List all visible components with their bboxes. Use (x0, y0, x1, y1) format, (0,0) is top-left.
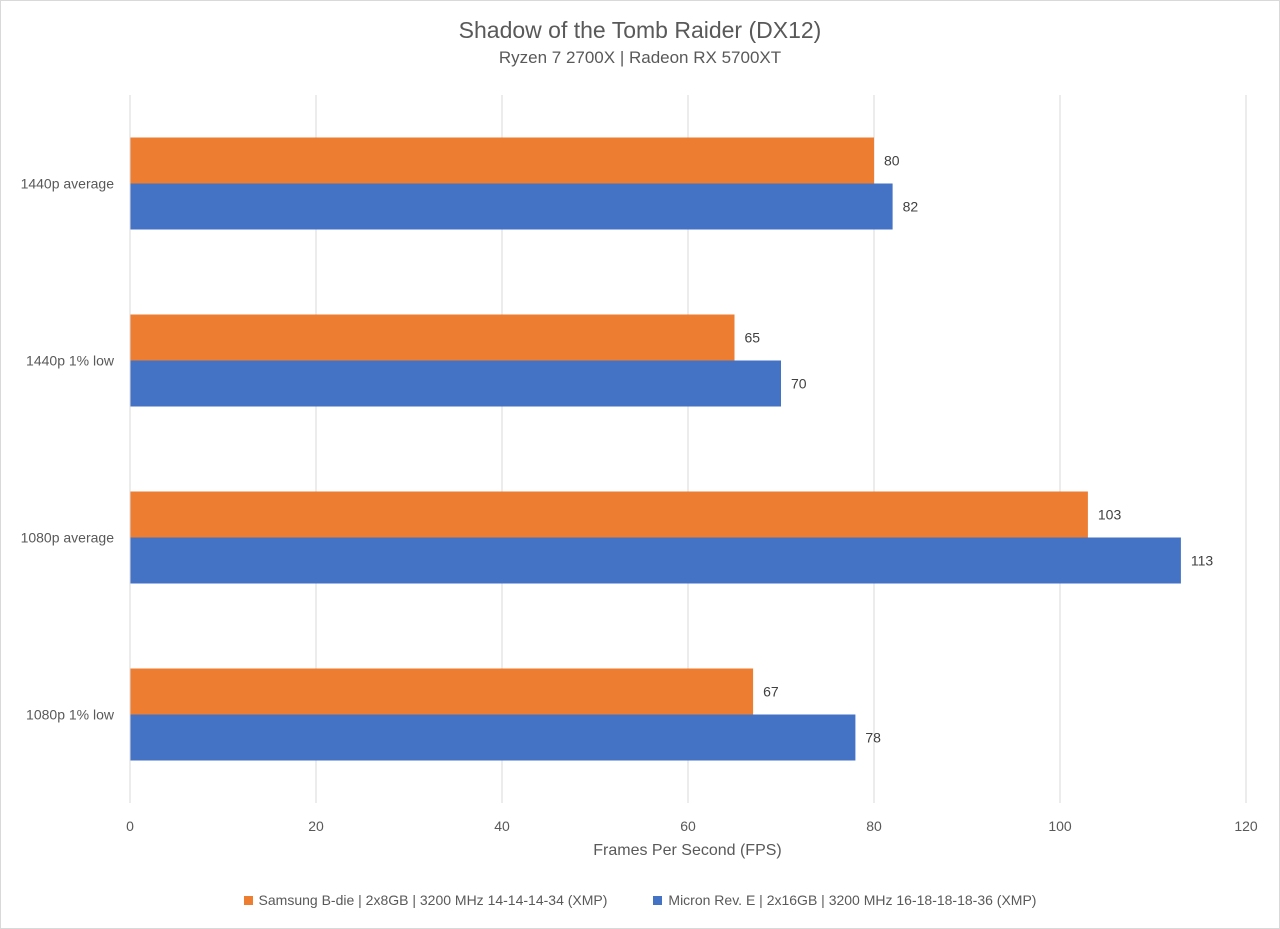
x-tick-label: 20 (308, 818, 324, 834)
y-category-label: 1440p 1% low (26, 353, 115, 369)
bar-samsung (130, 668, 754, 715)
bar-samsung (130, 137, 874, 184)
x-tick-label: 100 (1048, 818, 1072, 834)
data-label: 67 (763, 684, 779, 700)
data-label: 82 (903, 199, 919, 215)
legend-label-micron: Micron Rev. E | 2x16GB | 3200 MHz 16-18-… (668, 892, 1037, 908)
data-label: 78 (865, 730, 881, 746)
x-tick-label: 0 (126, 818, 134, 834)
x-axis-title: Frames Per Second (FPS) (593, 842, 782, 859)
legend-item-samsung: Samsung B-die | 2x8GB | 3200 MHz 14-14-1… (243, 892, 608, 908)
x-tick-label: 120 (1234, 818, 1258, 834)
bar-micron (130, 537, 1181, 584)
chart-title: Shadow of the Tomb Raider (DX12) (458, 17, 822, 43)
y-category-label: 1440p average (21, 176, 115, 192)
legend-swatch-samsung (243, 895, 253, 905)
bar-micron (130, 183, 893, 230)
legend-swatch-micron (653, 895, 663, 905)
bar-samsung (130, 491, 1088, 538)
bar-samsung (130, 314, 735, 361)
y-category-label: 1080p 1% low (26, 707, 115, 723)
x-tick-label: 60 (680, 818, 696, 834)
data-label: 65 (745, 330, 761, 346)
data-label: 80 (884, 153, 900, 169)
legend: Samsung B-die | 2x8GB | 3200 MHz 14-14-1… (0, 892, 1280, 908)
y-category-label: 1080p average (21, 530, 115, 546)
legend-item-micron: Micron Rev. E | 2x16GB | 3200 MHz 16-18-… (653, 892, 1036, 908)
x-tick-label: 40 (494, 818, 510, 834)
data-label: 113 (1191, 553, 1214, 569)
bar-micron (130, 360, 781, 407)
chart-subtitle: Ryzen 7 2700X | Radeon RX 5700XT (498, 48, 782, 67)
bar-micron (130, 714, 856, 761)
x-tick-label: 80 (866, 818, 882, 834)
data-label: 103 (1098, 507, 1122, 523)
legend-label-samsung: Samsung B-die | 2x8GB | 3200 MHz 14-14-1… (258, 892, 608, 908)
data-label: 70 (791, 376, 807, 392)
